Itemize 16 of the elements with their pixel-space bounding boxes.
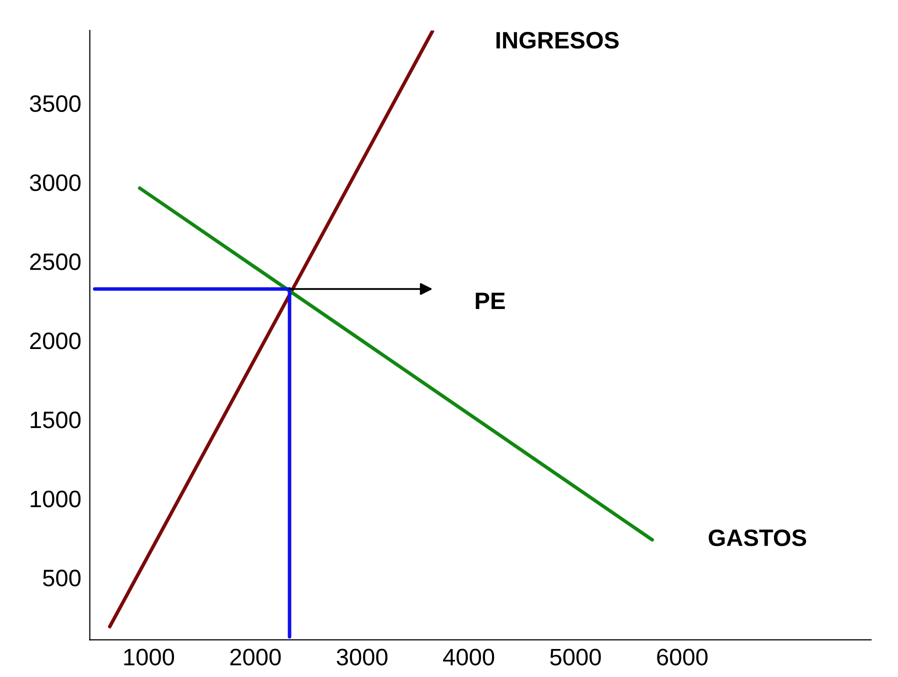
y-tick-label: 1000 — [30, 490, 81, 508]
text: INGRESOS — [496, 32, 619, 49]
y-tick-label: 3500 — [30, 95, 81, 112]
text: GASTOS — [708, 529, 806, 546]
y-tick-label: 1500 — [30, 412, 81, 428]
x-tick-label: 2000 — [230, 648, 281, 666]
x-tick-label: 4000 — [443, 648, 494, 666]
y-tick-label: 2500 — [30, 253, 81, 270]
y-tick-label: 2000 — [30, 332, 81, 350]
y-tick-label: 3000 — [30, 174, 81, 192]
x-tick-label: 3000 — [336, 648, 388, 666]
x-tick-label: 1000 — [124, 648, 174, 666]
y-tick-label: 500 — [43, 570, 81, 586]
x-tick-label: 6000 — [657, 648, 708, 666]
annotation: PE — [476, 292, 505, 310]
x-tick-label: 5000 — [550, 648, 601, 666]
